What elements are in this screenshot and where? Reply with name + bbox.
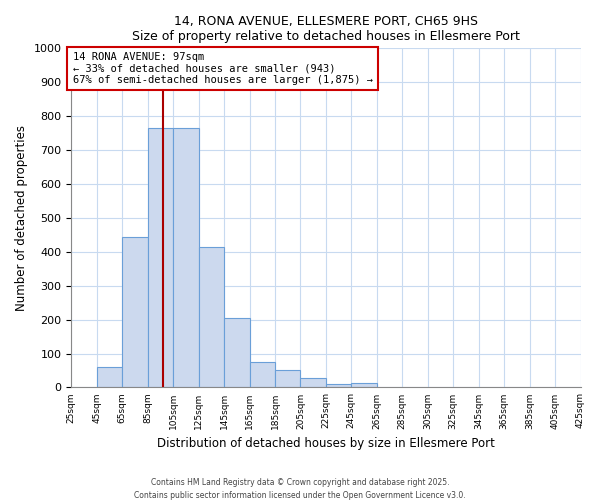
Bar xyxy=(275,370,301,388)
Y-axis label: Number of detached properties: Number of detached properties xyxy=(15,125,28,311)
Bar xyxy=(199,246,224,388)
Bar xyxy=(122,236,148,388)
Bar xyxy=(250,362,275,388)
Text: 14 RONA AVENUE: 97sqm
← 33% of detached houses are smaller (943)
67% of semi-det: 14 RONA AVENUE: 97sqm ← 33% of detached … xyxy=(73,52,373,85)
Text: Contains HM Land Registry data © Crown copyright and database right 2025.
Contai: Contains HM Land Registry data © Crown c… xyxy=(134,478,466,500)
Bar xyxy=(148,128,173,388)
Bar xyxy=(173,128,199,388)
Bar xyxy=(97,367,122,388)
Bar xyxy=(301,378,326,388)
Bar xyxy=(326,384,352,388)
Bar xyxy=(352,382,377,388)
Bar xyxy=(224,318,250,388)
Title: 14, RONA AVENUE, ELLESMERE PORT, CH65 9HS
Size of property relative to detached : 14, RONA AVENUE, ELLESMERE PORT, CH65 9H… xyxy=(132,15,520,43)
X-axis label: Distribution of detached houses by size in Ellesmere Port: Distribution of detached houses by size … xyxy=(157,437,495,450)
